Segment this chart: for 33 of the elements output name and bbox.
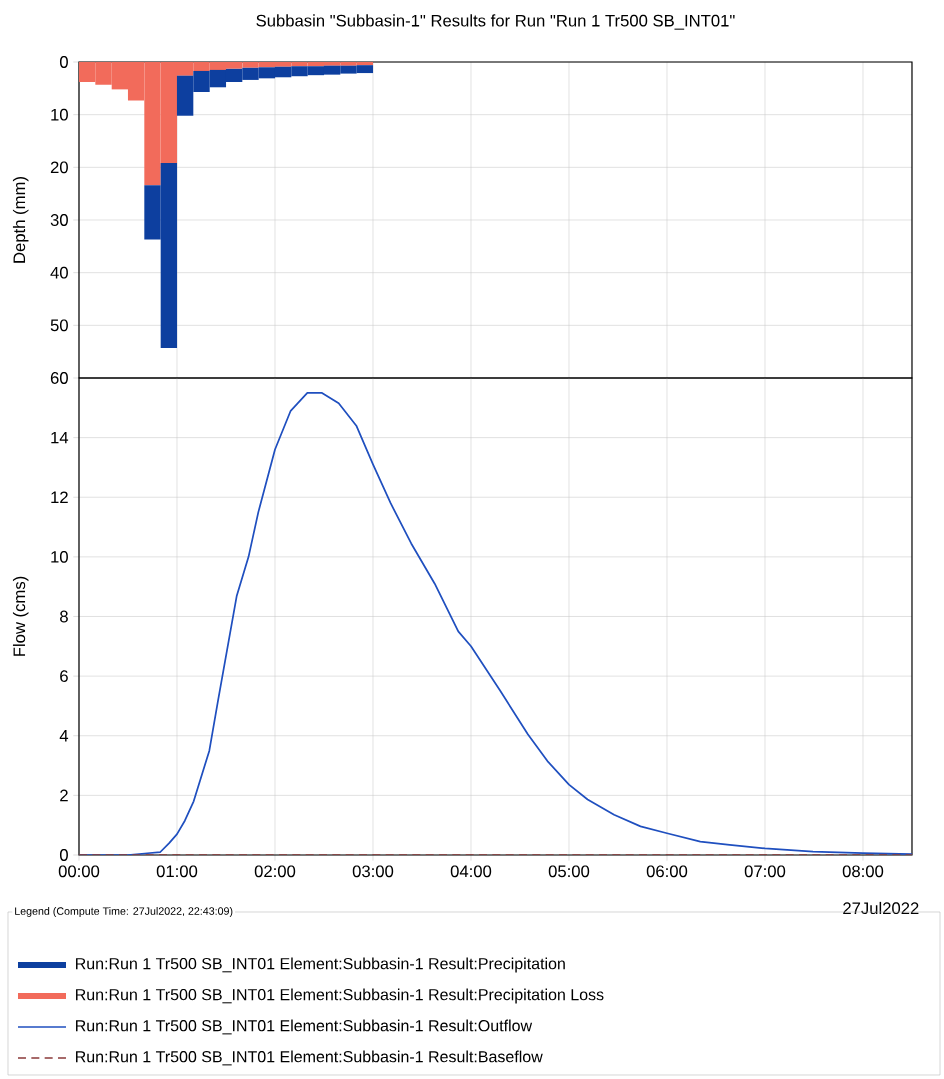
x-tick-label: 02:00 bbox=[254, 865, 296, 878]
chart-title: Subbasin "Subbasin-1" Results for Run "Run 1 Tr500 SB_INT01" bbox=[256, 14, 735, 30]
y-tick-label: 60 bbox=[50, 372, 68, 384]
y-axis-title: Flow (cms) bbox=[12, 576, 29, 656]
y-tick-label: 0 bbox=[59, 849, 68, 861]
y-axis-title: Depth (mm) bbox=[12, 177, 29, 263]
x-tick-label: 03:00 bbox=[352, 865, 394, 878]
x-tick-label: 07:00 bbox=[744, 865, 786, 878]
x-tick-label: 00:00 bbox=[58, 865, 100, 878]
legend-label: Run:Run 1 Tr500 SB_INT01 Element:Subbasin-1 Result:Baseflow bbox=[76, 1050, 543, 1066]
legend-label: Run:Run 1 Tr500 SB_INT01 Element:Subbasin-1 Result:Precipitation bbox=[76, 957, 565, 973]
y-tick-label: 14 bbox=[51, 431, 69, 444]
x-tick-label: 04:00 bbox=[450, 865, 492, 878]
y-tick-label: 50 bbox=[50, 319, 68, 332]
y-tick-label: 10 bbox=[51, 550, 68, 563]
x-tick-label: 06:00 bbox=[646, 865, 688, 878]
y-tick-label: 0 bbox=[59, 56, 68, 68]
x-tick-label: 08:00 bbox=[842, 865, 884, 878]
y-tick-label: 4 bbox=[59, 730, 69, 742]
y-tick-label: 30 bbox=[50, 214, 68, 226]
legend-label: Run:Run 1 Tr500 SB_INT01 Element:Subbasin-1 Result:Outflow bbox=[76, 1019, 533, 1035]
legend-label: Run:Run 1 Tr500 SB_INT01 Element:Subbasin-1 Result:Precipitation Loss bbox=[76, 988, 604, 1004]
x-tick-label: 05:00 bbox=[548, 865, 590, 878]
y-tick-label: 10 bbox=[51, 108, 68, 121]
legend-title: Legend (Compute Time: 27Jul2022, 22:43:09) bbox=[15, 907, 233, 917]
y-tick-label: 40 bbox=[50, 266, 68, 279]
y-tick-label: 8 bbox=[60, 610, 68, 623]
text: 27Jul2022 bbox=[843, 901, 919, 915]
y-tick-label: 6 bbox=[60, 670, 68, 683]
x-tick-label: 01:00 bbox=[156, 865, 198, 878]
y-tick-label: 20 bbox=[50, 161, 68, 174]
y-tick-label: 2 bbox=[60, 789, 68, 802]
y-tick-label: 12 bbox=[51, 491, 68, 504]
